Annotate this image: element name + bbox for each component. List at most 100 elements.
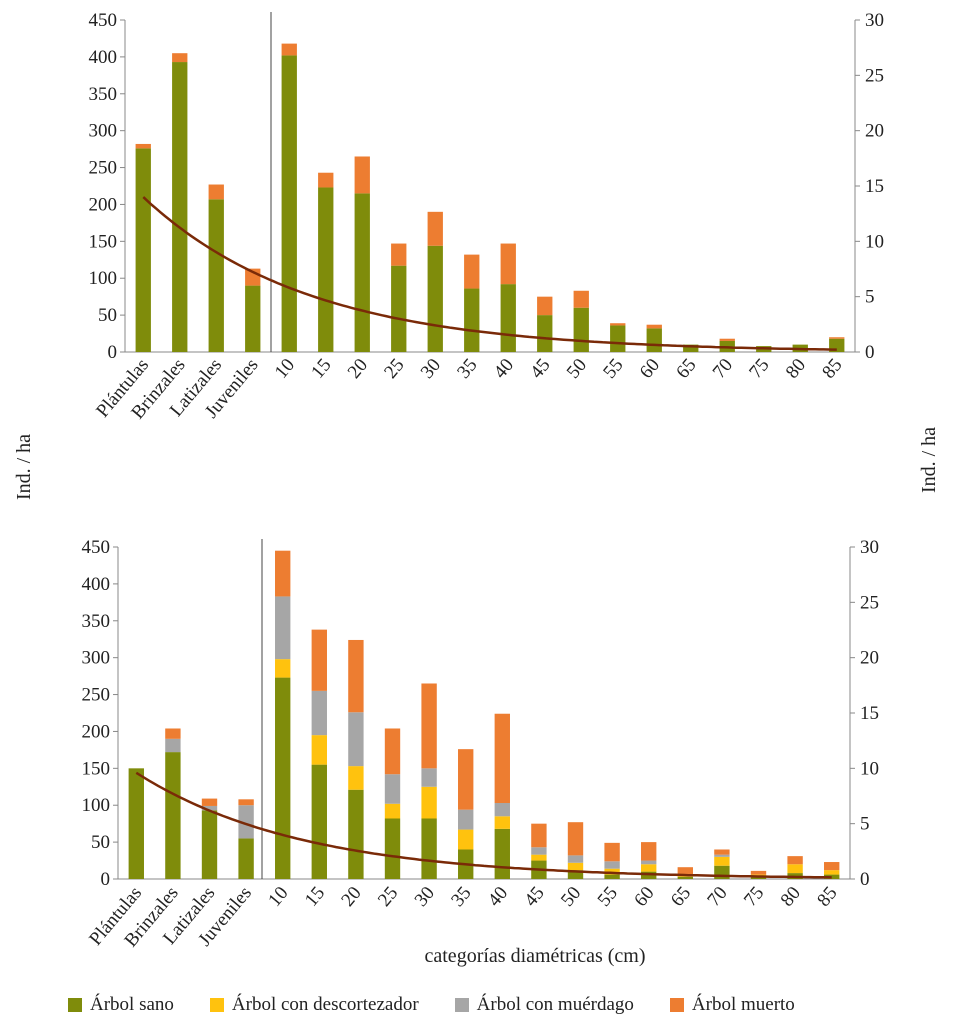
bar-sano [573,307,589,352]
bar-descortezador [458,829,474,850]
y-tick-label-right: 25 [865,65,884,86]
bar-descortezador [567,862,584,871]
legend-label-descortezador: Árbol con descortezador [231,994,419,1015]
x-tick-label: 20 [344,355,372,383]
bar-muerto [500,243,516,285]
bar-muerto [610,323,626,326]
legend-swatch-muerdago [454,998,469,1012]
bar-muerdago [421,768,437,787]
bar-sano [275,677,291,879]
y-tick-label-left: 300 [82,648,111,669]
y-tick-label-right: 30 [860,537,879,558]
x-tick-label: 40 [484,883,512,911]
x-tick-label: 85 [813,883,841,911]
legend-swatch-muerto [669,998,684,1012]
bar-descortezador [348,766,364,790]
x-tick-label: 70 [709,355,737,383]
bar-muerto [201,798,218,806]
bar-descortezador [384,803,401,819]
bar-descortezador [824,870,840,875]
bar-sano [165,752,181,879]
y-tick-label-left: 250 [82,685,111,706]
bar-sano [172,62,188,352]
y-tick-label-left: 400 [82,574,111,595]
bar-muerto [714,849,730,855]
bar-sano [677,876,693,879]
bar-descortezador [494,816,510,829]
x-tick-label: 15 [301,883,329,911]
bar-muerdago [531,847,547,855]
y-tick-label-left: 450 [82,537,111,558]
trend-line [135,771,832,879]
legend-swatch-sano [68,998,82,1012]
legend-item-muerdago: Árbol con muérdago [454,994,634,1016]
legend: Árbol sano Árbol con descortezador Árbol… [68,990,928,1020]
bar-muerdago [348,712,364,767]
bar-muerto [348,639,364,713]
bar-muerdago [458,809,474,830]
x-tick-label: 10 [264,883,292,911]
bar-muerdago [604,861,620,869]
bar-descortezador [641,864,657,872]
bar-muerto [421,683,437,769]
y-tick-label-left: 300 [89,121,118,142]
bar-muerto [275,550,291,597]
bar-sano [421,818,437,879]
bar-sano [135,148,151,352]
bar-muerto [573,290,589,308]
bar-muerto [391,243,407,266]
bar-muerdago [641,860,657,865]
y-tick-label-right: 5 [860,814,870,835]
bar-muerto [646,324,662,329]
bar-sano [391,265,407,352]
x-tick-label: 15 [307,355,335,383]
bar-sano [750,876,767,879]
x-tick-label: 60 [630,883,658,911]
y-tick-label-left: 400 [89,47,118,68]
bar-muerto [567,822,584,856]
bar-sano [427,245,443,352]
top-chart: 050100150200250300350400450051015202530P… [89,10,885,423]
x-tick-label: 25 [374,883,402,911]
bar-sano [683,344,699,352]
bar-sano [604,874,620,879]
bar-muerto [494,713,510,804]
x-tick-label: 55 [594,883,622,911]
y-tick-label-left: 150 [89,231,118,252]
bottom-chart: 050100150200250300350400450051015202530P… [82,537,880,951]
bar-sano [281,55,297,353]
legend-swatch-descortezador [209,998,224,1012]
y-tick-label-left: 100 [89,268,118,289]
y-tick-label-left: 250 [89,158,118,179]
bar-muerto [464,254,480,289]
y-tick-label-left: 50 [98,305,117,326]
bar-muerto [135,143,151,149]
bar-muerto [311,629,327,691]
x-tick-label: 65 [672,355,700,383]
bar-descortezador [714,856,730,866]
y-tick-label-right: 20 [865,121,884,142]
bar-muerdago [714,854,730,857]
y-tick-label-right: 0 [865,342,875,363]
legend-label-muerto: Árbol muerto [691,994,795,1015]
bar-muerdago [494,803,510,817]
bar-descortezador [311,735,327,765]
bar-muerto [238,799,254,806]
x-tick-label: 60 [636,355,664,383]
bar-muerto [427,211,443,246]
y-tick-label-left: 450 [89,10,118,31]
bar-sano [500,284,516,352]
x-tick-label: 30 [417,355,445,383]
legend-item-descortezador: Árbol con descortezador [209,994,419,1016]
bar-muerdago [165,738,181,753]
bar-muerdago [567,855,584,863]
y-tick-label-right: 30 [865,10,884,31]
bar-muerto [829,337,845,339]
y-tick-label-right: 15 [860,703,879,724]
bar-muerto [318,172,334,188]
bar-descortezador [275,659,291,678]
y-tick-label-right: 0 [860,869,870,890]
x-axis-label: categorías diamétricas (cm) [425,945,646,967]
legend-label-muerdago: Árbol con muérdago [476,994,634,1015]
y-tick-label-right: 25 [860,592,879,613]
